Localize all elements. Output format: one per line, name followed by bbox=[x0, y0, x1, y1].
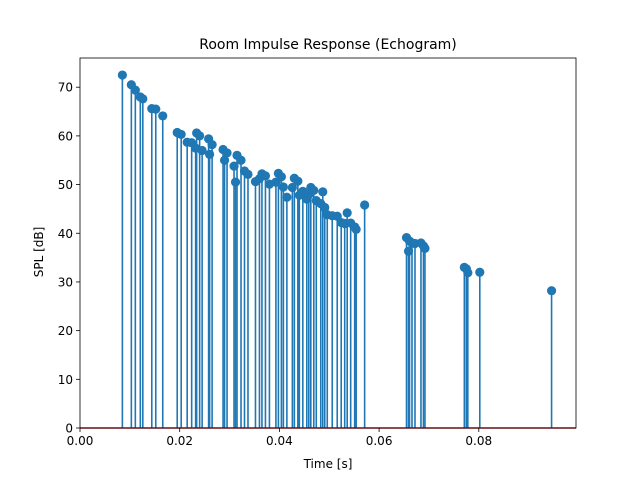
stem-marker-17 bbox=[205, 149, 215, 159]
stem-marker-6 bbox=[151, 104, 161, 114]
y-tick-label-7: 70 bbox=[58, 81, 73, 95]
markers-layer bbox=[117, 70, 557, 296]
x-axis-label: Time [s] bbox=[303, 457, 353, 471]
y-axis-label: SPL [dB] bbox=[32, 227, 46, 278]
stem-marker-40 bbox=[293, 176, 303, 186]
stem-marker-0 bbox=[117, 70, 127, 80]
stem-marker-36 bbox=[278, 182, 288, 192]
stem-marker-37 bbox=[282, 192, 292, 202]
stem-marker-25 bbox=[236, 155, 246, 165]
stem-marker-72 bbox=[475, 267, 485, 277]
y-tick-label-4: 40 bbox=[58, 227, 73, 241]
stem-marker-50 bbox=[320, 202, 330, 213]
stem-marker-27 bbox=[243, 169, 253, 179]
stems-layer bbox=[121, 75, 553, 428]
x-tick-label-0: 0.00 bbox=[67, 434, 94, 448]
stem-marker-7 bbox=[158, 111, 168, 121]
stem-marker-18 bbox=[207, 140, 217, 150]
stem-marker-15 bbox=[197, 145, 207, 156]
stem-marker-62 bbox=[403, 246, 414, 256]
stem-marker-59 bbox=[351, 224, 361, 234]
stem-marker-46 bbox=[309, 185, 319, 196]
y-tick-label-6: 60 bbox=[58, 129, 73, 143]
y-tick-label-5: 50 bbox=[58, 178, 73, 192]
x-axis-ticks: 0.00 0.02 0.04 0.06 0.08 bbox=[67, 428, 492, 448]
x-tick-label-4: 0.08 bbox=[465, 434, 492, 448]
x-tick-label-2: 0.04 bbox=[266, 434, 293, 448]
stem-marker-35 bbox=[276, 172, 286, 182]
stem-marker-2 bbox=[130, 85, 140, 95]
stem-marker-20 bbox=[219, 155, 230, 165]
plot-frame bbox=[79, 57, 577, 429]
y-tick-label-0: 0 bbox=[65, 422, 73, 436]
stem-marker-9 bbox=[176, 129, 186, 140]
y-axis-ticks: 0 10 20 30 40 50 60 70 bbox=[58, 81, 80, 436]
y-tick-label-1: 10 bbox=[58, 373, 73, 387]
stem-marker-73 bbox=[546, 286, 557, 296]
stem-marker-56 bbox=[342, 208, 352, 218]
stem-marker-4 bbox=[138, 94, 148, 104]
stem-marker-49 bbox=[318, 187, 328, 197]
x-tick-label-1: 0.02 bbox=[166, 434, 193, 448]
stem-marker-23 bbox=[230, 177, 241, 187]
y-tick-label-2: 20 bbox=[58, 324, 73, 338]
stem-marker-71 bbox=[463, 268, 473, 278]
stem-marker-21 bbox=[222, 148, 232, 158]
x-tick-label-3: 0.06 bbox=[366, 434, 393, 448]
chart-title: Room Impulse Response (Echogram) bbox=[199, 37, 457, 53]
stem-marker-22 bbox=[229, 161, 239, 171]
stem-marker-68 bbox=[420, 243, 430, 253]
stem-marker-60 bbox=[360, 200, 370, 210]
stem-marker-38 bbox=[287, 182, 297, 193]
y-tick-label-3: 30 bbox=[58, 275, 73, 289]
stem-marker-31 bbox=[260, 171, 271, 181]
stem-marker-14 bbox=[195, 131, 205, 141]
